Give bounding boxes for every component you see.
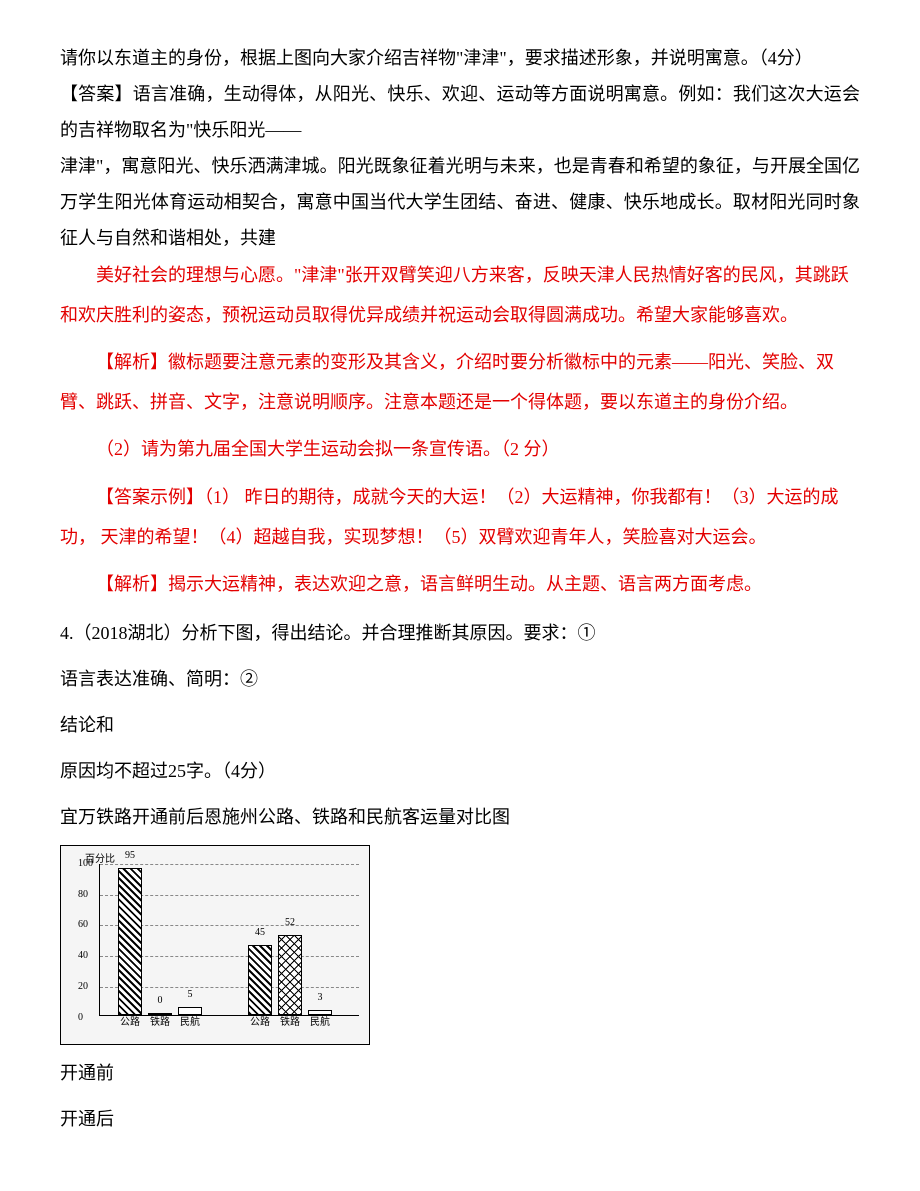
bar-value-label: 95 <box>125 846 135 866</box>
bar-value-label: 52 <box>285 913 295 933</box>
chart-bar <box>278 935 302 1015</box>
x-axis-label: 民航 <box>180 1013 200 1033</box>
y-tick-label: 80 <box>78 885 88 905</box>
label-after: 开通后 <box>60 1101 860 1137</box>
q4-chart-title: 宜万铁路开通前后恩施州公路、铁路和民航客运量对比图 <box>60 799 860 835</box>
y-tick-label: 20 <box>78 977 88 997</box>
label-before: 开通前 <box>60 1055 860 1091</box>
x-axis-label: 铁路 <box>280 1013 300 1033</box>
q4-title: 4.（2018湖北）分析下图，得出结论。并合理推断其原因。要求：① <box>60 615 860 651</box>
answer-line-1: 【答案】语言准确，生动得体，从阳光、快乐、欢迎、运动等方面说明寓意。例如：我们这… <box>60 76 860 148</box>
y-tick-label: 40 <box>78 946 88 966</box>
bar-chart: 百分比 02040608010095公路0铁路5民航45公路52铁路3民航 <box>60 845 370 1045</box>
x-axis-label: 公路 <box>120 1013 140 1033</box>
chart-plot-area: 02040608010095公路0铁路5民航45公路52铁路3民航 <box>99 864 359 1016</box>
bar-value-label: 5 <box>188 985 193 1005</box>
q4-limit: 原因均不超过25字。（4分） <box>60 753 860 789</box>
red-para-2: 【解析】徽标题要注意元素的变形及其含义，介绍时要分析徽标中的元素——阳光、笑脸、… <box>60 343 860 422</box>
chart-bar <box>248 945 272 1014</box>
x-axis-label: 公路 <box>250 1013 270 1033</box>
red-para-3: （2）请为第九届全国大学生运动会拟一条宣传语。（2 分） <box>60 430 860 470</box>
red-para-1: 美好社会的理想与心愿。"津津"张开双臂笑迎八方来客，反映天津人民热情好客的民风，… <box>60 256 860 335</box>
x-axis-label: 铁路 <box>150 1013 170 1033</box>
y-tick-label: 100 <box>78 854 93 874</box>
answer-line-2: 津津"，寓意阳光、快乐洒满津城。阳光既象征着光明与未来，也是青春和希望的象征，与… <box>60 148 860 256</box>
q4-conclusion-label: 结论和 <box>60 707 860 743</box>
red-para-4: 【答案示例】（1） 昨日的期待，成就今天的大运！（2）大运精神，你我都有！（3）… <box>60 478 860 557</box>
x-axis-label: 民航 <box>310 1013 330 1033</box>
grid-line <box>100 864 359 865</box>
y-tick-label: 60 <box>78 915 88 935</box>
red-para-5: 【解析】揭示大运精神，表达欢迎之意，语言鲜明生动。从主题、语言两方面考虑。 <box>60 565 860 605</box>
bar-value-label: 0 <box>158 991 163 1011</box>
y-tick-label: 0 <box>78 1008 83 1028</box>
chart-bar <box>118 868 142 1014</box>
bar-value-label: 3 <box>318 988 323 1008</box>
bar-value-label: 45 <box>255 923 265 943</box>
intro-line-1: 请你以东道主的身份，根据上图向大家介绍吉祥物"津津"，要求描述形象，并说明寓意。… <box>60 40 860 76</box>
q4-requirement: 语言表达准确、简明：② <box>60 661 860 697</box>
chart-container: 百分比 02040608010095公路0铁路5民航45公路52铁路3民航 <box>60 845 860 1045</box>
